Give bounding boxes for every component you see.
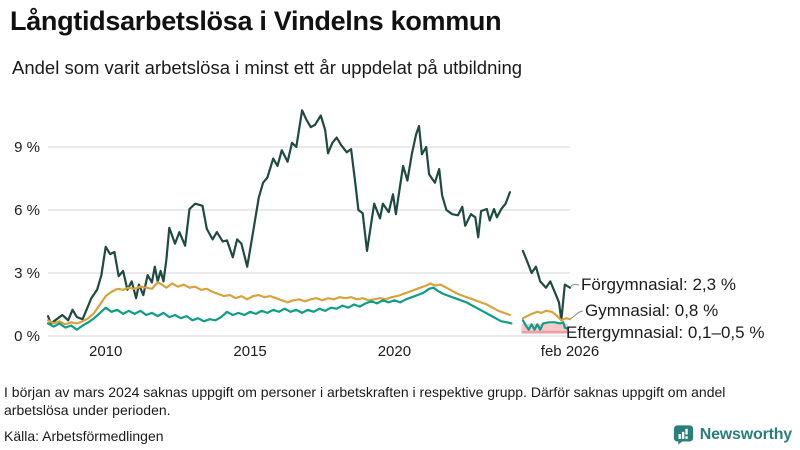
newsworthy-logo-icon bbox=[673, 424, 694, 445]
newsworthy-brand: Newsworthy bbox=[673, 424, 792, 445]
source-line: Källa: Arbetsförmedlingen bbox=[4, 428, 164, 444]
y-tick-label: 0 % bbox=[14, 328, 40, 345]
page-title: Långtidsarbetslösa i Vindelns kommun bbox=[10, 6, 502, 36]
x-tick-label: feb 2026 bbox=[541, 343, 599, 360]
series-line-forgymnasial bbox=[521, 249, 572, 322]
series-end-label-gymnasial: Gymnasial: 0,8 % bbox=[585, 301, 718, 320]
chart-subtitle: Andel som varit arbetslösa i minst ett å… bbox=[12, 57, 523, 78]
series-line-gymnasial bbox=[521, 309, 572, 322]
leader-line bbox=[570, 283, 580, 288]
x-tick-label: 2015 bbox=[233, 343, 266, 360]
y-tick-label: 3 % bbox=[14, 265, 40, 282]
newsworthy-wordmark: Newsworthy bbox=[699, 425, 792, 443]
series-line-eftergymnasial bbox=[521, 319, 569, 331]
series-end-label-eftergymnasial: Eftergymnasial: 0,1–0,5 % bbox=[566, 323, 764, 342]
series-line-gymnasial bbox=[46, 281, 511, 326]
series-end-label-forgymnasial: Förgymnasial: 2,3 % bbox=[581, 275, 736, 294]
y-tick-label: 6 % bbox=[14, 202, 40, 219]
line-chart: 0 % 3 % 6 % 9 % 2010 2015 2020 feb 2026 Förgymna… bbox=[14, 109, 764, 360]
y-tick-label: 9 % bbox=[14, 139, 40, 156]
x-tick-label: 2020 bbox=[378, 343, 411, 360]
uncertainty-band-edge bbox=[521, 330, 568, 334]
x-tick-label: 2010 bbox=[89, 343, 122, 360]
series-line-eftergymnasial bbox=[46, 286, 513, 331]
chart-footnote: I början av mars 2024 saknas uppgift om … bbox=[4, 384, 726, 418]
leader-line bbox=[570, 310, 584, 319]
uncertainty-band bbox=[521, 323, 568, 334]
